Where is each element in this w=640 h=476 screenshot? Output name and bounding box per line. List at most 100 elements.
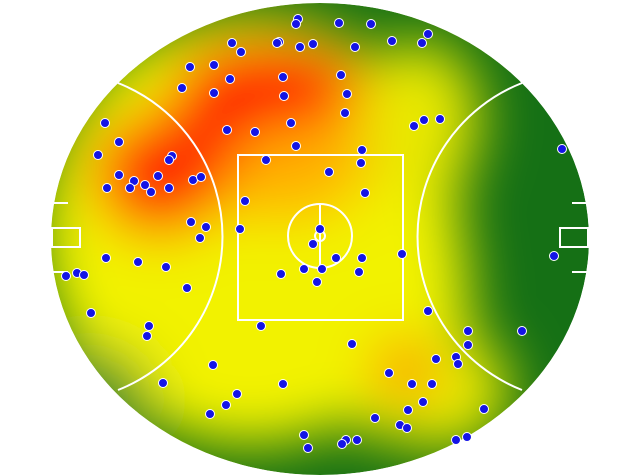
point — [479, 404, 489, 414]
point — [337, 439, 347, 449]
point — [357, 253, 367, 263]
point — [402, 423, 412, 433]
point — [435, 114, 445, 124]
point — [347, 339, 357, 349]
point — [276, 269, 286, 279]
point — [387, 36, 397, 46]
point — [144, 321, 154, 331]
point — [409, 121, 419, 131]
point — [336, 70, 346, 80]
point — [146, 187, 156, 197]
point — [240, 196, 250, 206]
point — [153, 171, 163, 181]
point — [354, 267, 364, 277]
point — [256, 321, 266, 331]
point — [79, 270, 89, 280]
point — [324, 167, 334, 177]
point — [225, 74, 235, 84]
point — [299, 430, 309, 440]
point — [195, 233, 205, 243]
point — [125, 183, 135, 193]
point — [331, 253, 341, 263]
point — [140, 180, 150, 190]
point — [291, 141, 301, 151]
point — [133, 257, 143, 267]
point — [557, 144, 567, 154]
point — [366, 19, 376, 29]
point — [209, 88, 219, 98]
point — [462, 432, 472, 442]
point — [357, 145, 367, 155]
point — [201, 222, 211, 232]
point — [164, 183, 174, 193]
point — [196, 172, 206, 182]
point — [235, 224, 245, 234]
point — [114, 170, 124, 180]
point — [222, 125, 232, 135]
point — [278, 379, 288, 389]
point — [350, 42, 360, 52]
point — [186, 217, 196, 227]
point — [308, 39, 318, 49]
point — [451, 435, 461, 445]
point — [423, 306, 433, 316]
point — [407, 379, 417, 389]
point — [356, 158, 366, 168]
point — [272, 38, 282, 48]
point — [427, 379, 437, 389]
point — [232, 389, 242, 399]
point — [463, 326, 473, 336]
point — [295, 42, 305, 52]
point — [352, 435, 362, 445]
point — [177, 83, 187, 93]
point — [417, 38, 427, 48]
point — [93, 150, 103, 160]
point — [114, 137, 124, 147]
point — [403, 405, 413, 415]
point — [227, 38, 237, 48]
point — [278, 72, 288, 82]
point — [517, 326, 527, 336]
point — [236, 47, 246, 57]
point — [418, 397, 428, 407]
point — [250, 127, 260, 137]
point — [158, 378, 168, 388]
point — [102, 183, 112, 193]
point — [221, 400, 231, 410]
point — [209, 60, 219, 70]
point — [308, 239, 318, 249]
point — [370, 413, 380, 423]
point — [303, 443, 313, 453]
point — [279, 91, 289, 101]
point — [431, 354, 441, 364]
point — [164, 155, 174, 165]
point — [340, 108, 350, 118]
point — [315, 224, 325, 234]
point — [360, 188, 370, 198]
point — [317, 264, 327, 274]
point — [463, 340, 473, 350]
point — [208, 360, 218, 370]
point — [61, 271, 71, 281]
point — [286, 118, 296, 128]
point — [419, 115, 429, 125]
point — [101, 253, 111, 263]
point — [205, 409, 215, 419]
point — [100, 118, 110, 128]
point — [261, 155, 271, 165]
point — [549, 251, 559, 261]
point — [299, 264, 309, 274]
point — [161, 262, 171, 272]
point — [384, 368, 394, 378]
point — [312, 277, 322, 287]
point — [291, 19, 301, 29]
point — [397, 249, 407, 259]
heatmap — [51, 3, 589, 475]
point — [423, 29, 433, 39]
point — [185, 62, 195, 72]
point — [142, 331, 152, 341]
point — [182, 283, 192, 293]
point — [342, 89, 352, 99]
point — [334, 18, 344, 28]
